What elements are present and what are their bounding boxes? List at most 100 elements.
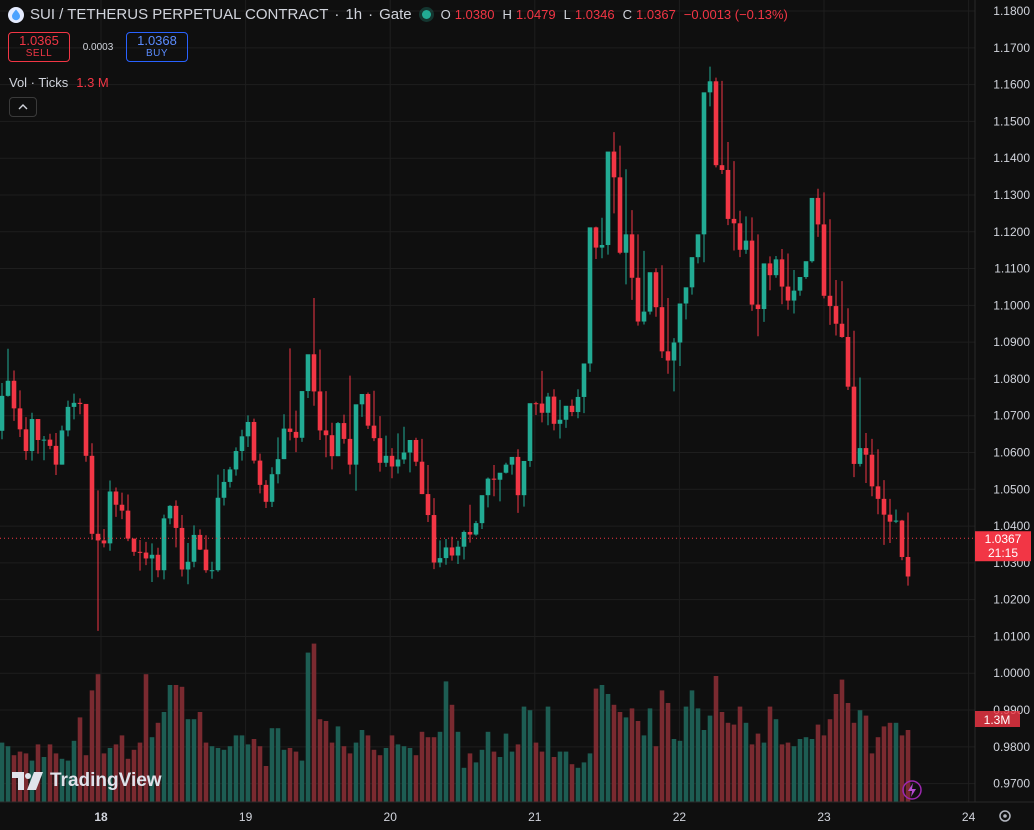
alert-icon[interactable]	[902, 780, 922, 800]
volume-bar	[881, 726, 887, 802]
time-axis[interactable]: 18 19 20 21 22 23 24	[94, 810, 975, 824]
volume-bar	[347, 753, 353, 802]
candle-body	[413, 439, 419, 462]
volume-bar	[269, 728, 275, 802]
candle-body	[851, 386, 857, 464]
tradingview-logo[interactable]: TradingView	[12, 770, 162, 792]
volume-bar	[413, 755, 419, 802]
candle-body	[719, 165, 725, 170]
price-tick-label: 1.1500	[993, 114, 1030, 128]
volume-legend[interactable]: Vol · Ticks 1.3 M	[9, 75, 109, 90]
volume-bar	[143, 674, 149, 802]
candle-body	[161, 518, 167, 571]
volume-bar	[449, 704, 455, 802]
close-value: 1.0367	[636, 7, 676, 22]
candle-body	[203, 549, 209, 571]
volume-bar	[395, 744, 401, 802]
candle-body	[641, 311, 647, 322]
candle-body	[167, 505, 173, 519]
candle-body	[797, 277, 803, 291]
candle-body	[197, 534, 203, 550]
interval[interactable]: 1h	[345, 6, 363, 23]
time-tick-label: 22	[673, 810, 687, 824]
candle-body	[179, 527, 185, 570]
candle-body	[437, 558, 443, 563]
candle-body	[371, 425, 377, 439]
candle-body	[5, 380, 11, 396]
candle-body	[611, 151, 617, 178]
candle-body	[653, 272, 659, 308]
volume-bar	[527, 710, 533, 802]
candle-body	[59, 430, 65, 465]
volume-bar	[659, 690, 665, 802]
volume-bar	[563, 751, 569, 802]
candle-body	[485, 478, 491, 496]
candle-body	[527, 403, 533, 461]
candle-body	[323, 430, 329, 436]
volume-bar	[797, 739, 803, 802]
volume-bar	[215, 748, 221, 802]
candle-body	[245, 421, 251, 437]
volume-bar	[809, 739, 815, 802]
volume-bar	[467, 753, 473, 802]
volume-value: 1.3M	[984, 713, 1011, 727]
candle-body	[515, 456, 521, 496]
volume-bar	[503, 733, 509, 802]
volume-bar	[329, 742, 335, 802]
candle-body	[185, 561, 191, 570]
buy-button[interactable]: 1.0368 BUY	[126, 32, 188, 62]
candle-body	[743, 240, 749, 250]
price-tick-label: 0.9800	[993, 740, 1030, 754]
change-value: −0.0013 (−0.13%)	[683, 7, 788, 22]
candle-body	[137, 551, 143, 553]
volume-bar	[125, 758, 131, 802]
volume-bar	[239, 735, 245, 802]
volume-bar	[869, 753, 875, 802]
candle-body	[863, 448, 869, 455]
volume-bar	[197, 712, 203, 802]
volume-bar	[119, 735, 125, 802]
candle-body	[23, 429, 29, 452]
volume-bar	[899, 735, 905, 802]
candle-body	[263, 484, 269, 502]
candle-body	[41, 439, 47, 441]
volume-bar	[599, 685, 605, 802]
volume-bar	[779, 744, 785, 802]
candle-body	[575, 396, 581, 413]
candle-body	[329, 435, 335, 457]
volume-bar	[701, 730, 707, 802]
candle-body	[737, 223, 743, 250]
volume-bar	[65, 760, 71, 802]
candle-body	[689, 257, 695, 288]
volume-bar	[425, 737, 431, 802]
volume-bar	[41, 757, 47, 802]
volume-bar	[455, 731, 461, 802]
candle-body	[833, 306, 839, 324]
volume-bar	[857, 710, 863, 802]
candle-body	[431, 515, 437, 563]
last-price-label: 1.0367 21:15	[975, 531, 1031, 562]
volume-bar	[515, 744, 521, 802]
candle-body	[905, 556, 911, 577]
volume-bar	[311, 643, 317, 802]
volume-bar	[5, 746, 11, 802]
candle-body	[443, 547, 449, 559]
volume-bar	[371, 749, 377, 802]
collapse-legend-button[interactable]	[9, 97, 37, 117]
volume-bar	[785, 742, 791, 802]
candle-body	[257, 460, 263, 485]
candle-body	[287, 428, 293, 432]
symbol-name[interactable]: SUI / TETHERUS PERPETUAL CONTRACT	[30, 6, 329, 23]
exchange[interactable]: Gate	[379, 6, 412, 23]
candle-body	[83, 403, 89, 456]
volume-bar	[419, 731, 425, 802]
volume-bar	[251, 739, 257, 802]
settings-gear-icon[interactable]	[999, 810, 1011, 822]
volume-bar	[293, 751, 299, 802]
sell-button[interactable]: 1.0365 SELL	[8, 32, 70, 62]
volume-bar	[107, 748, 113, 802]
volume-bar	[221, 749, 227, 802]
candle-body	[461, 531, 467, 547]
volume-bar	[587, 753, 593, 802]
